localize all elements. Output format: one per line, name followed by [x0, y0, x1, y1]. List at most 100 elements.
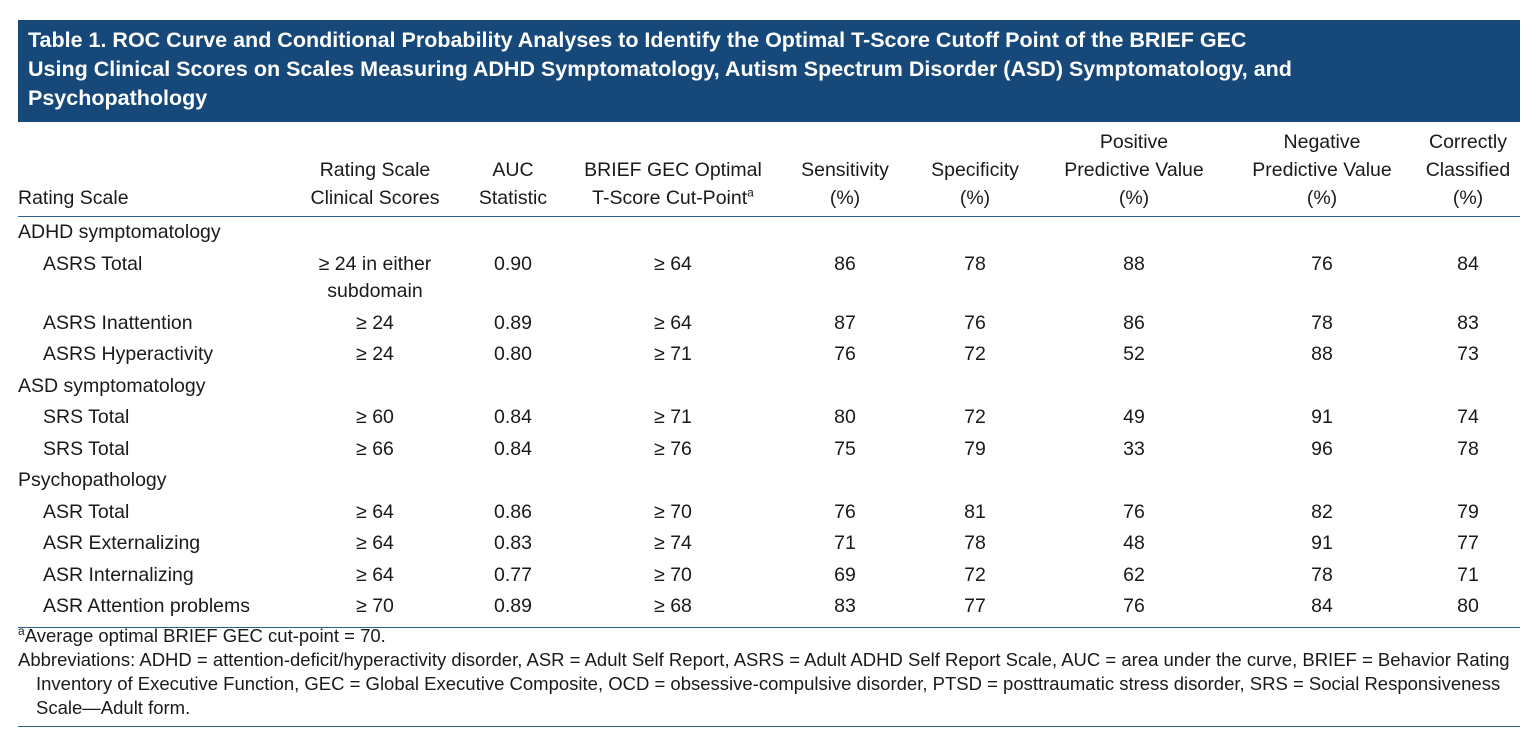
cell: ≥ 70 [654, 500, 692, 523]
row-label: ASR Externalizing [43, 532, 201, 554]
cell: 71 [834, 532, 856, 554]
cell: 91 [1311, 406, 1333, 428]
header-line: T-Score Cut-Pointa [592, 185, 754, 210]
group-row: ASD symptomatology [18, 371, 1520, 403]
column-header: Specificity (%) [910, 126, 1040, 217]
header-line: (%) [1452, 187, 1484, 209]
title-line: Psychopathology [28, 86, 208, 110]
cell: ≥ 76 [654, 437, 692, 460]
data-row: ASRS Inattention ≥ 24 0.89 ≥ 64 87 76 86 78 83 [18, 308, 1520, 340]
cell: 52 [1123, 343, 1145, 365]
cell: 48 [1123, 532, 1145, 554]
title-line: Using Clinical Scores on Scales Measurin… [28, 57, 1292, 81]
cell: 87 [834, 311, 856, 334]
cell: ≥ 71 [654, 343, 692, 365]
cell: ≥ 24 [356, 311, 394, 334]
cell: 0.89 [494, 595, 532, 617]
row-label: ASR Internalizing [43, 563, 194, 586]
row-label: SRS Total [43, 437, 130, 460]
cell: ≥ 64 [356, 563, 394, 586]
row-label: ASRS Inattention [43, 311, 193, 334]
data-table: Rating Scale Rating Scale Clinical Scores A… [18, 126, 1520, 628]
column-header: Sensitivity (%) [780, 126, 910, 217]
header-line: Rating Scale [18, 187, 129, 209]
cell: ≥ 64 [654, 252, 692, 275]
title-line: Table 1. ROC Curve and Conditional Proba… [28, 28, 1247, 52]
cell: 78 [1311, 311, 1333, 334]
cell: ≥ 68 [654, 595, 692, 617]
cell: ≥ 64 [356, 532, 394, 554]
cell: 76 [834, 343, 856, 365]
cell: 96 [1311, 437, 1333, 460]
cell: ≥ 74 [654, 532, 692, 554]
row-label: ASR Total [43, 500, 130, 523]
cell: ≥ 60 [356, 406, 394, 428]
cell: 0.86 [494, 500, 532, 523]
cell: 83 [1457, 311, 1479, 334]
header-line: (%) [959, 187, 991, 209]
data-row: ASR Internalizing ≥ 64 0.77 ≥ 70 69 72 62 78 71 [18, 560, 1520, 592]
column-header: AUC Statistic [460, 126, 566, 217]
cell: 62 [1123, 563, 1145, 586]
row-label: ASR Attention problems [43, 595, 251, 617]
group-label: ASD symptomatology [18, 374, 206, 397]
cell: 80 [834, 406, 856, 428]
header-line: Classified [1425, 159, 1511, 181]
cell: 76 [1123, 500, 1145, 523]
cell: ≥ 70 [654, 563, 692, 586]
footnote-text: Average optimal BRIEF GEC cut-point = 70… [24, 625, 386, 646]
cell: 72 [964, 563, 986, 586]
footnote-marker: a [18, 623, 25, 638]
data-row: ASR Externalizing ≥ 64 0.83 ≥ 74 71 78 48 91 77 [18, 528, 1520, 560]
header-line: Correctly [1428, 131, 1507, 153]
cell: 77 [964, 595, 986, 617]
group-row: ADHD symptomatology [18, 217, 1520, 249]
footnotes: aAverage optimal BRIEF GEC cut-point = 7… [18, 624, 1520, 727]
column-header: Rating Scale [18, 126, 290, 217]
cell: 86 [834, 252, 856, 275]
cell: 0.80 [494, 343, 532, 365]
data-row: ASR Total ≥ 64 0.86 ≥ 70 76 81 76 82 79 [18, 497, 1520, 529]
cell: 76 [964, 311, 986, 334]
cell: 77 [1457, 532, 1479, 554]
cell: 71 [1457, 563, 1479, 586]
cell: 82 [1311, 500, 1333, 523]
cell: 73 [1457, 343, 1479, 365]
abbreviations: Abbreviations: ADHD = attention-deficit/… [18, 649, 1510, 718]
header-line: Specificity [931, 159, 1019, 181]
table-body: ADHD symptomatology ASRS Total ≥ 24 in eit… [18, 217, 1520, 627]
cell: ≥ 66 [356, 437, 394, 460]
cell: 78 [964, 532, 986, 554]
column-header: Correctly Classified (%) [1416, 126, 1520, 217]
cell: 74 [1457, 406, 1479, 428]
column-header: Rating Scale Clinical Scores [290, 126, 460, 217]
cell: 0.84 [494, 437, 532, 460]
header-line: (%) [1118, 187, 1150, 209]
header-line: Positive [1099, 131, 1169, 153]
cell: 76 [1311, 252, 1333, 275]
cell: 88 [1311, 343, 1333, 365]
cell: 33 [1123, 437, 1145, 460]
cell: 78 [1311, 563, 1333, 586]
cell: 78 [964, 252, 986, 275]
cell: ≥ 24 in either subdomain [318, 252, 432, 303]
cell: 78 [1457, 437, 1479, 460]
footnote-marker: a [747, 185, 754, 200]
cell: 86 [1123, 311, 1145, 334]
header-line: AUC [492, 159, 534, 181]
header-line: Statistic [478, 187, 548, 209]
data-row: SRS Total ≥ 60 0.84 ≥ 71 80 72 49 91 74 [18, 402, 1520, 434]
data-row: ASRS Hyperactivity ≥ 24 0.80 ≥ 71 76 72 52 88 73 [18, 339, 1520, 371]
data-row: SRS Total ≥ 66 0.84 ≥ 76 75 79 33 96 78 [18, 434, 1520, 466]
header-line: (%) [829, 187, 861, 209]
cell: 80 [1457, 595, 1479, 617]
cell: ≥ 64 [356, 500, 394, 523]
group-label: Psychopathology [18, 469, 167, 491]
cell: ≥ 70 [356, 595, 394, 617]
header-line: (%) [1306, 187, 1338, 209]
cell: 79 [964, 437, 986, 460]
column-header: Negative Predictive Value (%) [1228, 126, 1416, 217]
header-line: Negative [1283, 131, 1361, 153]
cell: 79 [1457, 500, 1479, 523]
